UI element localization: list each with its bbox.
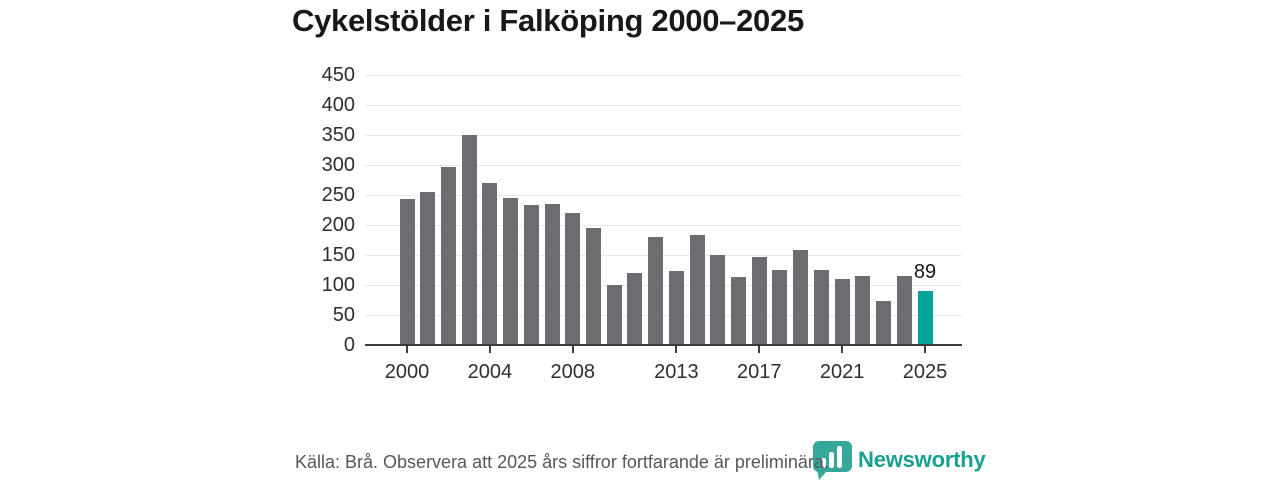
bar-2002 [440,167,456,344]
chart-title: Cykelstölder i Falköping 2000–2025 [292,3,804,38]
x-axis-tick-2008 [571,346,574,353]
x-axis-label-2021: 2021 [819,361,865,383]
x-axis-tick-2013 [675,346,678,353]
x-axis-label-2008: 2008 [550,361,596,383]
y-axis-label-400: 400 [321,94,355,116]
x-axis-label-2017: 2017 [736,361,782,383]
bar-2025 [917,290,933,344]
bar-2010 [606,285,622,344]
bar-2018 [772,269,788,344]
x-axis-tick-2017 [758,346,761,353]
x-axis-line [365,344,962,346]
gridline-250 [365,194,962,196]
y-axis-label-300: 300 [321,154,355,176]
x-axis-tick-2000 [406,346,408,353]
gridline-150 [365,254,962,256]
bar-2012 [648,236,664,344]
chart-plot-area [365,74,962,353]
x-axis-tick-2021 [841,346,844,353]
gridline-450 [365,74,962,76]
y-axis-label-450: 450 [321,64,355,86]
gridline-100 [365,284,962,286]
bar-2008 [565,212,581,344]
gridline-400 [365,104,962,106]
y-axis-label-200: 200 [321,214,355,236]
bar-2020 [813,269,829,344]
gridline-200 [365,224,962,226]
bar-2019 [793,250,809,344]
bar-2003 [461,134,477,344]
x-axis-label-2004: 2004 [467,361,513,383]
bar-2005 [503,198,519,344]
bar-2013 [668,271,684,344]
newsworthy-logo[interactable]: Newsworthy [810,440,986,480]
x-axis-label-2025: 2025 [902,361,948,383]
x-axis-tick-2004 [488,346,491,353]
bar-2011 [627,273,643,344]
gridline-300 [365,164,962,166]
bar-2009 [585,228,601,344]
bar-2015 [710,255,726,344]
newsworthy-logo-text: Newsworthy [858,447,986,472]
x-axis-label-2000: 2000 [384,361,430,383]
bar-2022 [855,276,871,344]
gridline-350 [365,134,962,136]
y-axis-label-250: 250 [321,184,355,206]
bar-chart-speech-bubble-icon [812,441,852,480]
x-axis-label-2013: 2013 [654,361,699,383]
x-axis-tick-2025 [924,346,926,353]
bar-2001 [420,192,436,344]
gridline-50 [365,314,962,316]
bar-2021 [834,279,850,344]
y-axis-label-150: 150 [321,244,355,266]
bar-2004 [482,183,498,344]
bar-2007 [544,204,560,344]
y-axis-label-100: 100 [321,274,355,296]
bar-value-label-2025: 89 [913,261,937,283]
bar-2006 [523,205,539,344]
y-axis-label-50: 50 [332,304,355,326]
y-axis-label-350: 350 [321,124,355,146]
bar-2014 [689,234,705,344]
bar-2000 [399,198,415,344]
bar-2023 [876,301,892,344]
bar-2017 [751,257,767,344]
source-note: Källa: Brå. Observera att 2025 års siffr… [295,452,829,472]
bar-2016 [731,277,747,344]
bar-2024 [896,276,912,344]
y-axis-label-0: 0 [343,334,355,356]
